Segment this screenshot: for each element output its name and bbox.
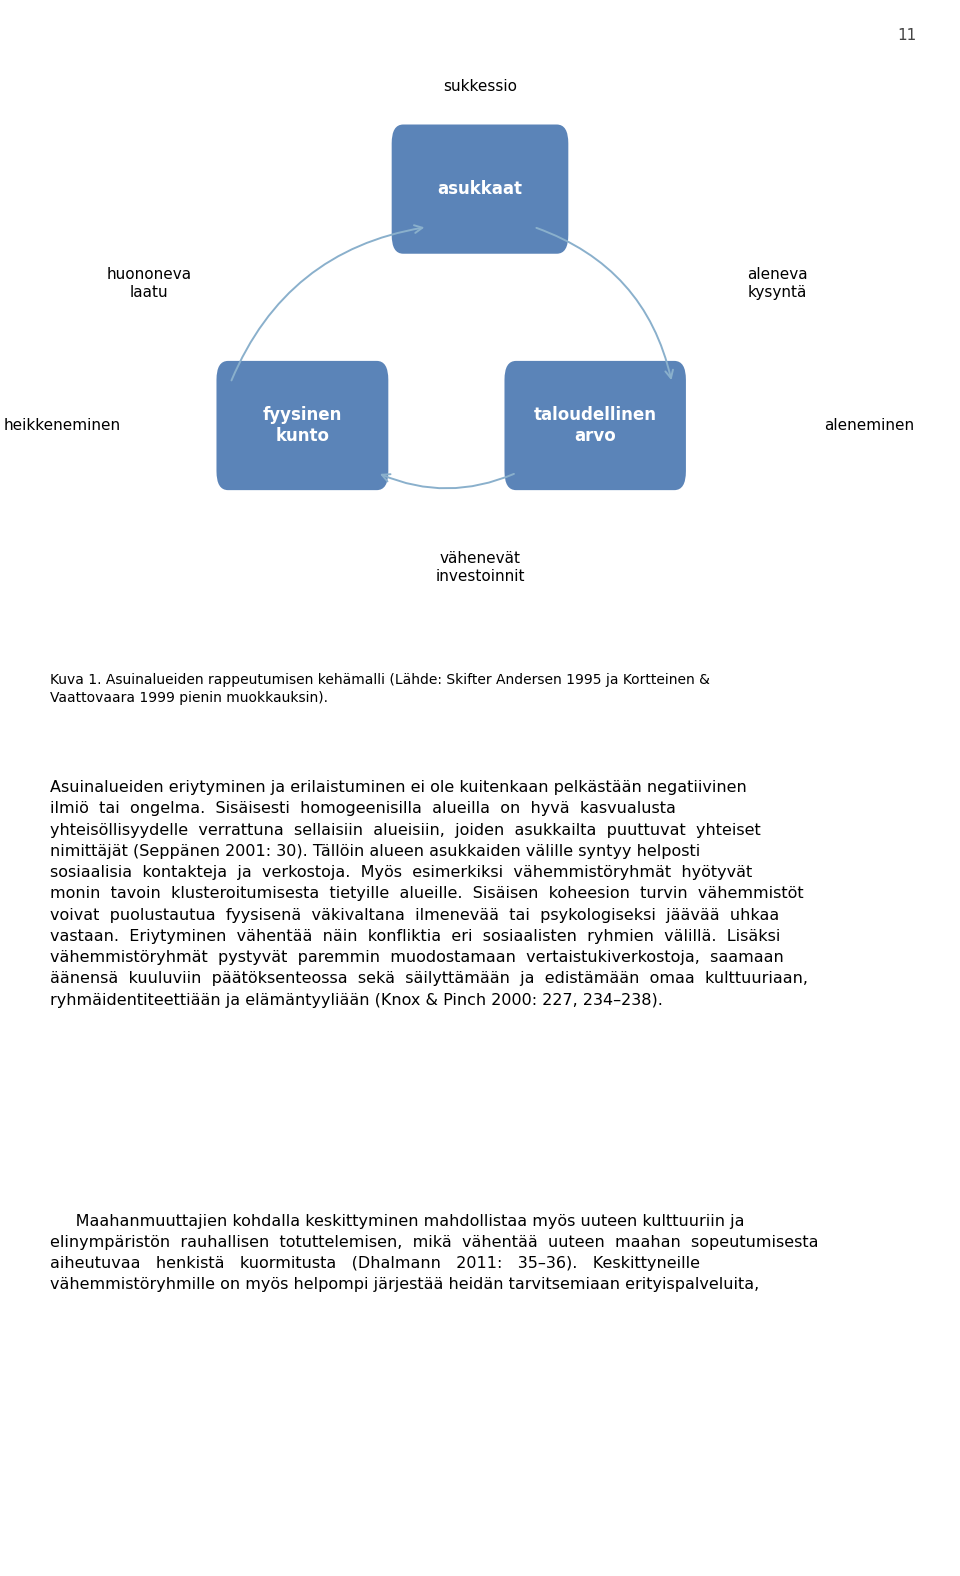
FancyBboxPatch shape	[505, 361, 685, 490]
Text: 11: 11	[898, 28, 917, 44]
FancyBboxPatch shape	[392, 125, 568, 254]
Text: Kuva 1. Asuinalueiden rappeutumisen kehämalli (Lähde: Skifter Andersen 1995 ja K: Kuva 1. Asuinalueiden rappeutumisen kehä…	[50, 673, 709, 706]
Text: asukkaat: asukkaat	[438, 180, 522, 199]
Text: taloudellinen
arvo: taloudellinen arvo	[534, 407, 657, 444]
Text: vähenevät
investoinnit: vähenevät investoinnit	[435, 552, 525, 583]
Text: huononeva
laatu: huononeva laatu	[107, 268, 191, 299]
Text: heikkeneminen: heikkeneminen	[4, 418, 121, 433]
Text: aleneva
kysyntä: aleneva kysyntä	[747, 268, 808, 299]
Text: Asuinalueiden eriytyminen ja erilaistuminen ei ole kuitenkaan pelkästään negatii: Asuinalueiden eriytyminen ja erilaistumi…	[50, 780, 808, 1007]
FancyBboxPatch shape	[216, 361, 388, 490]
Text: sukkessio: sukkessio	[443, 79, 517, 95]
Text: aleneminen: aleneminen	[824, 418, 914, 433]
Text: Maahanmuuttajien kohdalla keskittyminen mahdollistaa myös uuteen kulttuuriin ja
: Maahanmuuttajien kohdalla keskittyminen …	[50, 1214, 819, 1292]
Text: fyysinen
kunto: fyysinen kunto	[263, 407, 342, 444]
